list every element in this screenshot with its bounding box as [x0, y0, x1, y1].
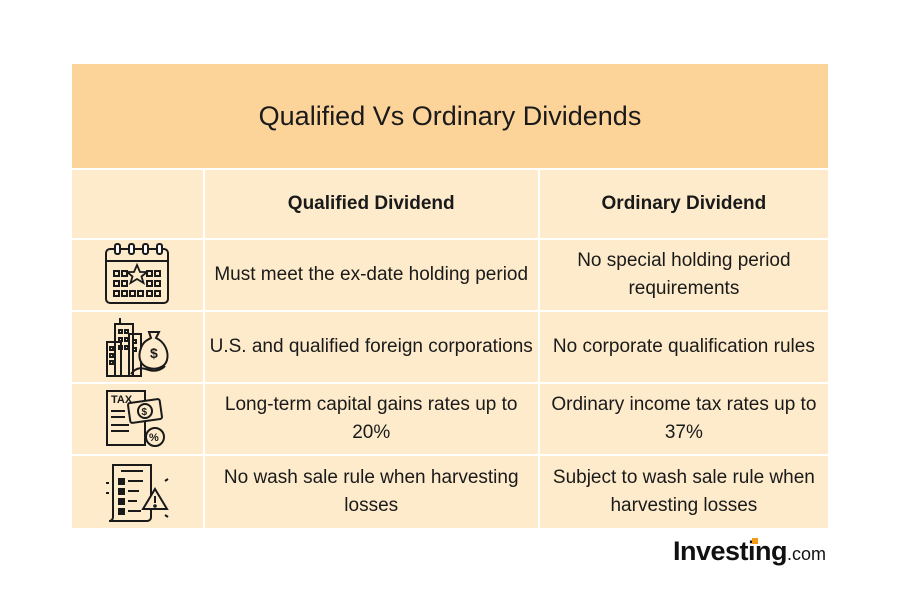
header-row: Qualified Dividend Ordinary Dividend [72, 168, 828, 238]
svg-text:$: $ [142, 407, 148, 418]
svg-text:TAX: TAX [111, 394, 133, 406]
table-row: TAX $ % Long-term capital gains rates up… [72, 382, 828, 454]
table-row: $ U.S. and qualified foreign corporation… [72, 310, 828, 382]
ordinary-holding-period: No special holding period requirements [577, 250, 791, 299]
qualified-wash-sale: No wash sale rule when harvesting losses [205, 456, 540, 528]
header-ordinary: Ordinary Dividend [601, 193, 767, 214]
comparison-table: Qualified Vs Ordinary Dividends Qualifie… [72, 64, 828, 528]
tax-document-icon: TAX $ % [72, 384, 205, 454]
svg-text:%: % [149, 432, 159, 444]
ordinary-tax-rate: Ordinary income tax rates up to 37% [551, 394, 817, 443]
checklist-warning-icon [72, 456, 205, 528]
table-row: Must meet the ex-date holding period No … [72, 238, 828, 310]
header-qualified: Qualified Dividend [205, 170, 540, 238]
ordinary-corporations: No corporate qualification rules [552, 336, 815, 357]
table-row: No wash sale rule when harvesting losses… [72, 454, 828, 528]
logo-suffix: .com [786, 544, 826, 564]
ordinary-wash-sale: Subject to wash sale rule when harvestin… [552, 467, 815, 516]
qualified-corporations: U.S. and qualified foreign corporations [205, 312, 540, 382]
logo-accent-dot [751, 538, 758, 544]
table-title: Qualified Vs Ordinary Dividends [72, 64, 828, 168]
qualified-tax-rate: Long-term capital gains rates up to 20% [205, 384, 540, 454]
header-icon-cell [72, 170, 205, 238]
calendar-star-icon [72, 240, 205, 310]
investing-logo: Investing.com [673, 536, 826, 567]
buildings-money-bag-icon: $ [72, 312, 205, 382]
logo-brand: Investing [672, 536, 788, 566]
qualified-holding-period: Must meet the ex-date holding period [205, 240, 540, 310]
svg-text:$: $ [150, 345, 158, 361]
